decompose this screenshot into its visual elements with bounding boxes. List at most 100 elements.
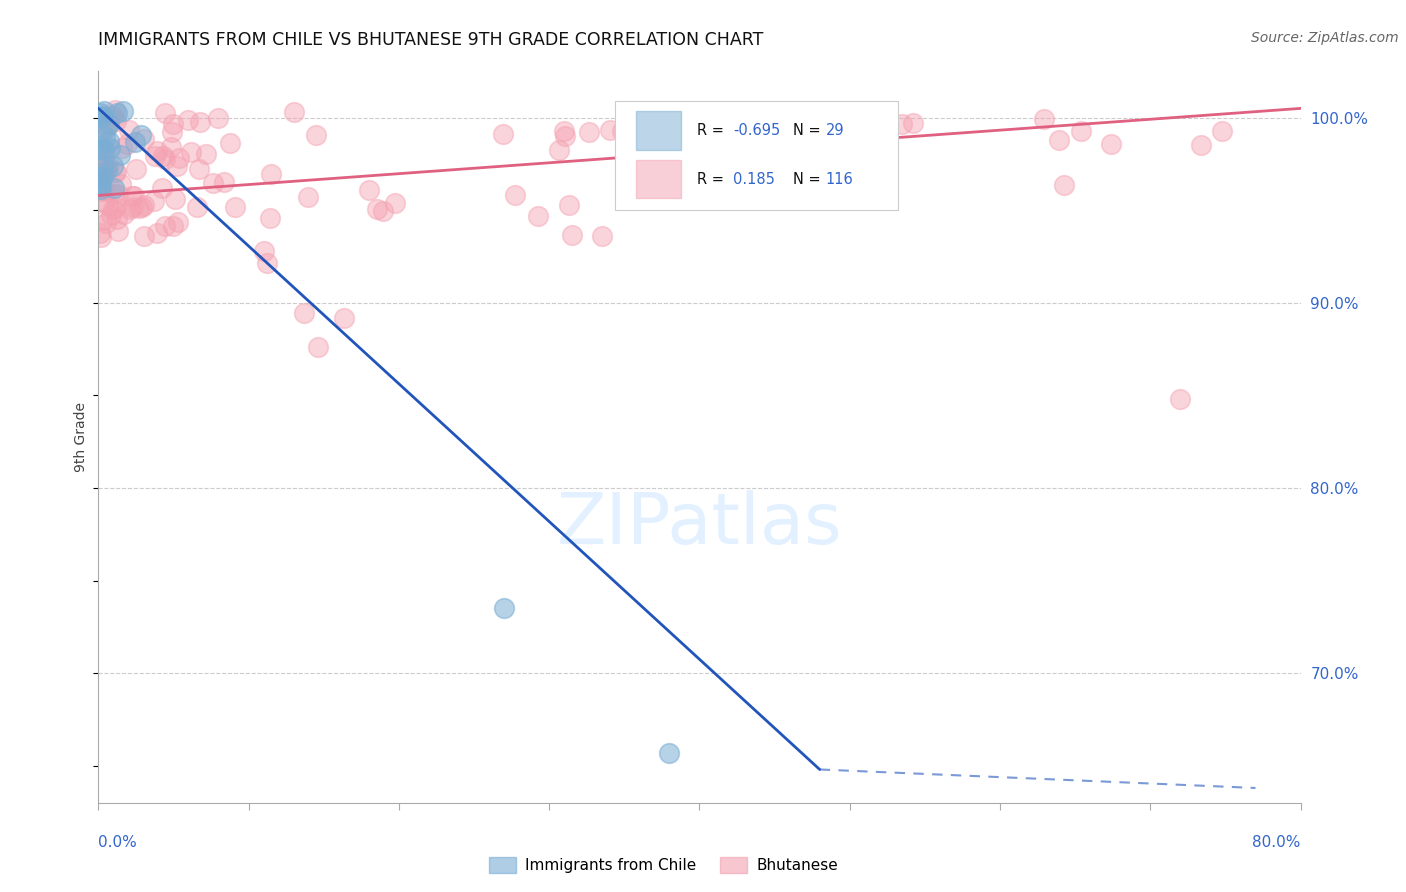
- Point: [120, 202, 142, 216]
- Text: 80.0%: 80.0%: [1253, 836, 1301, 850]
- Point: [90, 184, 112, 198]
- Point: [194, 147, 217, 161]
- Point: [89, 105, 111, 120]
- Point: [373, 203, 395, 218]
- Point: [89, 167, 111, 181]
- Point: [253, 244, 276, 259]
- Point: [94, 129, 117, 144]
- Point: [122, 189, 145, 203]
- Point: [359, 184, 381, 198]
- Point: [658, 746, 681, 760]
- Point: [548, 143, 571, 157]
- Point: [97, 198, 120, 212]
- Point: [89, 139, 111, 153]
- Point: [90, 175, 112, 189]
- Point: [259, 211, 281, 226]
- Point: [93, 154, 115, 169]
- Point: [188, 162, 211, 177]
- Point: [260, 167, 283, 181]
- Point: [163, 192, 186, 206]
- Point: [91, 213, 114, 227]
- Point: [105, 212, 128, 227]
- Point: [166, 159, 188, 173]
- Text: N =: N =: [793, 171, 821, 186]
- Point: [91, 109, 114, 123]
- Text: N =: N =: [793, 123, 821, 138]
- Point: [1070, 124, 1092, 138]
- Point: [89, 177, 111, 191]
- Point: [366, 202, 388, 216]
- Point: [631, 161, 654, 175]
- Text: 29: 29: [825, 123, 845, 138]
- Point: [153, 219, 176, 234]
- Point: [494, 601, 516, 615]
- Point: [89, 143, 111, 157]
- Point: [112, 207, 135, 221]
- Text: IMMIGRANTS FROM CHILE VS BHUTANESE 9TH GRADE CORRELATION CHART: IMMIGRANTS FROM CHILE VS BHUTANESE 9TH G…: [98, 31, 763, 49]
- Point: [124, 161, 146, 176]
- Point: [97, 120, 120, 134]
- Point: [1191, 137, 1213, 152]
- Point: [100, 208, 122, 222]
- Point: [134, 132, 156, 146]
- Point: [162, 219, 184, 233]
- Point: [153, 152, 176, 166]
- Bar: [636, 112, 682, 151]
- Point: [118, 122, 141, 136]
- Point: [875, 186, 897, 201]
- Text: R =: R =: [697, 123, 724, 138]
- Point: [177, 113, 200, 128]
- Point: [503, 188, 526, 202]
- Point: [91, 159, 114, 173]
- Text: 0.185: 0.185: [733, 171, 775, 186]
- Point: [212, 175, 235, 189]
- Point: [146, 144, 169, 158]
- Point: [93, 142, 115, 156]
- Point: [207, 111, 229, 125]
- Point: [591, 229, 613, 244]
- Point: [150, 181, 173, 195]
- Point: [160, 125, 183, 139]
- Point: [218, 136, 240, 151]
- Point: [101, 202, 124, 217]
- Point: [224, 200, 246, 214]
- Point: [91, 125, 114, 139]
- Point: [108, 148, 131, 162]
- Point: [104, 103, 127, 118]
- Point: [599, 123, 621, 137]
- Point: [554, 129, 576, 144]
- Point: [132, 228, 155, 243]
- Point: [121, 189, 143, 203]
- Point: [384, 195, 406, 210]
- Point: [1047, 132, 1070, 146]
- Text: ZIPatlas: ZIPatlas: [557, 491, 842, 559]
- Point: [305, 128, 328, 142]
- Point: [612, 123, 634, 137]
- Point: [190, 114, 212, 128]
- Point: [105, 165, 128, 179]
- Point: [104, 114, 127, 128]
- Point: [333, 310, 356, 325]
- Point: [97, 159, 120, 173]
- Point: [132, 197, 155, 211]
- Point: [94, 120, 117, 135]
- Point: [297, 190, 319, 204]
- Point: [702, 187, 724, 202]
- Point: [696, 132, 718, 146]
- Point: [107, 187, 129, 202]
- Point: [90, 110, 112, 124]
- Point: [89, 179, 111, 194]
- Point: [891, 117, 914, 131]
- Point: [90, 182, 112, 196]
- Point: [93, 194, 115, 209]
- Point: [142, 194, 165, 208]
- Point: [186, 200, 208, 214]
- Point: [167, 151, 190, 165]
- Point: [283, 105, 305, 120]
- Y-axis label: 9th Grade: 9th Grade: [75, 402, 89, 472]
- Point: [672, 136, 695, 151]
- Point: [903, 116, 925, 130]
- Point: [256, 255, 278, 269]
- Point: [703, 176, 725, 190]
- Point: [90, 144, 112, 158]
